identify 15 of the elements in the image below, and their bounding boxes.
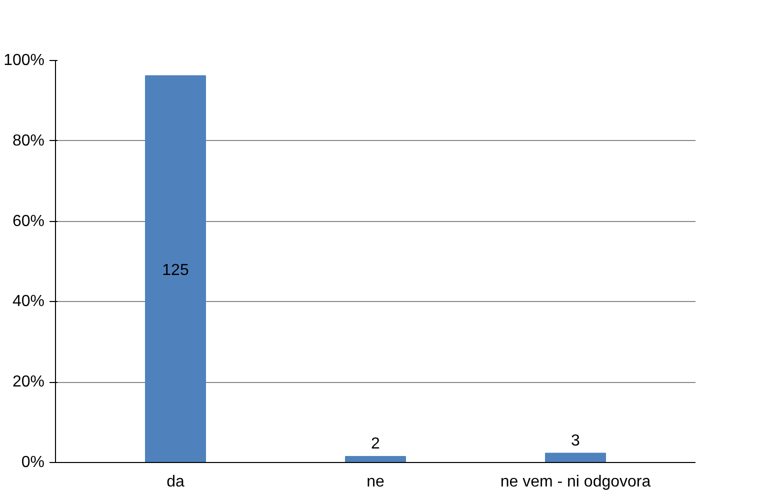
x-tick-label: ne [366, 474, 384, 490]
y-tick-label: 0% [21, 454, 44, 471]
y-tick-label: 60% [12, 212, 45, 230]
y-tick-label: 40% [12, 293, 45, 310]
y-tick-label: 80% [12, 132, 45, 150]
annotation: 125 [162, 262, 189, 280]
y-tick-label: 100% [4, 52, 44, 69]
bar [145, 75, 206, 462]
bar [345, 456, 406, 462]
annotation: 2 [371, 435, 380, 452]
x-tick-label: ne vem - ni odgovora [500, 474, 651, 490]
bar [545, 452, 606, 462]
x-tick-label: da [166, 474, 184, 490]
y-tick-label: 20% [12, 374, 45, 391]
annotation: 3 [571, 432, 580, 450]
